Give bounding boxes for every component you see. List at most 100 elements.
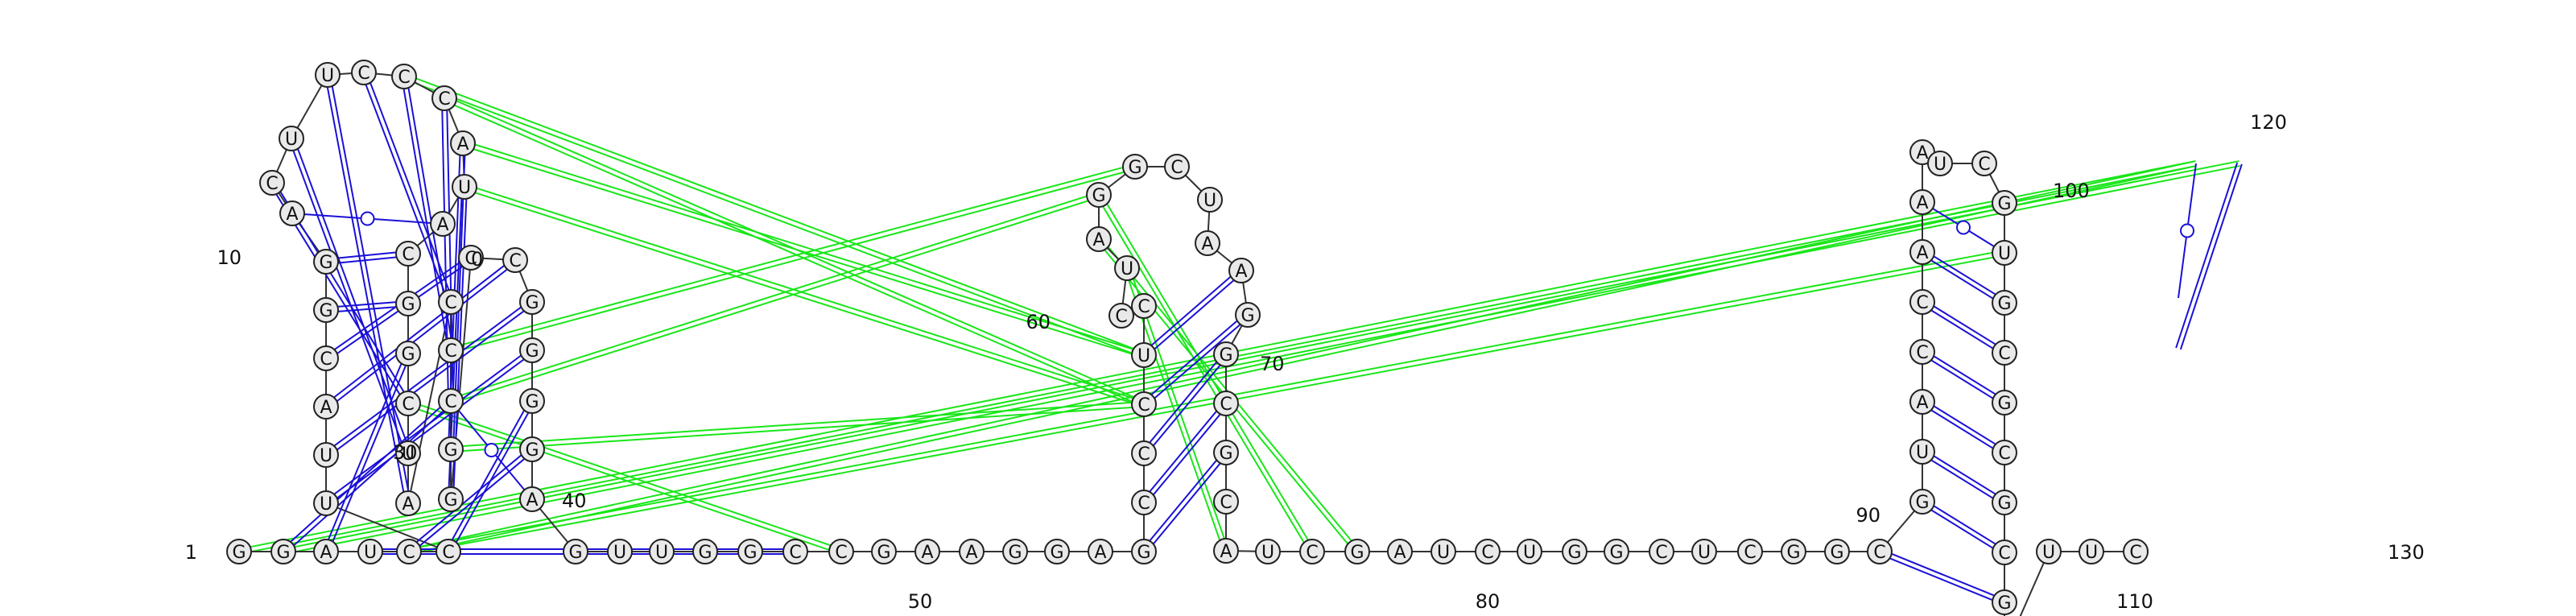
canonical-pair-line	[1141, 450, 1225, 551]
nucleotide-circle	[1781, 539, 1806, 564]
nucleotide: U	[1430, 539, 1456, 564]
nucleotide: C	[1992, 440, 2017, 465]
nucleotide: A	[1088, 539, 1113, 564]
nucleotide-circle	[1737, 539, 1763, 564]
canonical-pair-line	[1880, 548, 2006, 602]
position-number-label: 1	[185, 541, 197, 564]
nucleotide-circle	[1909, 339, 1935, 365]
canonical-pair-line	[407, 446, 531, 551]
nucleotide-circle	[452, 174, 477, 200]
nucleotide-letter: G	[444, 490, 457, 511]
position-number-label: 130	[2388, 541, 2425, 564]
tertiary-interaction-line	[402, 77, 1144, 358]
nucleotide: G	[563, 539, 588, 564]
nucleotide-letter: A	[1092, 230, 1104, 250]
nucleotide-circle	[563, 539, 588, 564]
nucleotide-letter: C	[442, 543, 454, 563]
nucleotide: U	[607, 539, 633, 564]
nucleotide-letter: C	[1873, 543, 1885, 563]
nucleotide: G	[395, 291, 421, 316]
nucleotide-letter: U	[1916, 443, 1929, 463]
nucleotide-circle	[871, 539, 897, 564]
nucleotide: G	[1992, 589, 2017, 615]
tertiary-interaction-line	[451, 196, 1100, 404]
nucleotide-circle	[1971, 151, 1997, 176]
nucleotide-circle	[1992, 589, 2017, 615]
nucleotide-letter: G	[877, 543, 890, 563]
nucleotide-letter: C	[509, 251, 521, 271]
nucleotide: U	[313, 442, 339, 468]
canonical-pair-line	[1923, 498, 2007, 552]
nucleotide-circle	[1649, 539, 1674, 564]
nucleotide-letter: C	[1916, 343, 1928, 363]
nucleotide-letter: G	[525, 440, 539, 461]
nucleotide: A	[1228, 258, 1254, 283]
nucleotide: G	[395, 341, 421, 366]
nucleotide-circle	[2079, 539, 2104, 564]
backbone-segment	[2019, 551, 2050, 616]
nucleotide-circle	[1824, 539, 1850, 564]
nucleotide-circle	[1992, 340, 2017, 366]
nucleotide-letter: C	[1137, 395, 1150, 415]
canonical-pair-line	[1920, 502, 2004, 556]
nucleotide-letter: A	[921, 543, 933, 563]
nucleotide: G	[1344, 539, 1370, 564]
nucleotide-circle	[1213, 391, 1239, 416]
nucleotide: G	[1604, 539, 1629, 564]
nucleotide: G	[270, 539, 296, 564]
canonical-pair-line	[1920, 253, 2004, 306]
tertiary-interaction-line	[449, 192, 1099, 400]
nucleotide-letter: G	[1997, 593, 2011, 614]
backbone-segment	[325, 502, 449, 552]
nucleotide: G	[1131, 539, 1157, 564]
nucleotide: C	[259, 170, 285, 196]
position-number-label: 40	[562, 490, 587, 512]
nucleotide-circle	[1992, 440, 2017, 465]
nucleotide-letter: G	[1915, 493, 1929, 513]
nucleotide-letter: G	[1219, 345, 1232, 366]
tertiary-interaction-line	[451, 405, 1145, 453]
nucleotide: C	[1867, 539, 1893, 564]
nucleotide-letter: G	[1128, 158, 1141, 178]
base-pair-layer	[269, 71, 2243, 606]
nucleotide: U	[1992, 240, 2017, 266]
nucleotide-letter: C	[1306, 543, 1318, 563]
nucleotide: U	[1691, 539, 1717, 564]
nucleotide-circle	[1122, 154, 1148, 180]
canonical-pair-line	[327, 303, 535, 458]
position-number-label: 100	[2053, 180, 2090, 202]
nucleotide-letter: G	[401, 295, 415, 315]
nucleotide-circle	[395, 291, 421, 316]
nucleotide-circle	[1475, 539, 1501, 564]
nucleotide: A	[959, 539, 985, 564]
canonical-pair-line	[323, 352, 407, 552]
nucleotide-letter: C	[1481, 543, 1493, 563]
nucleotide-circle	[226, 539, 252, 564]
wobble-pair-marker	[484, 443, 499, 457]
position-number-label: 90	[1856, 504, 1880, 527]
nucleotide: A	[1195, 230, 1220, 256]
nucleotide-circle	[1213, 489, 1239, 515]
nucleotide: G	[519, 388, 545, 414]
nucleotide-letter: A	[436, 215, 448, 235]
nucleotide-circle	[1044, 539, 1070, 564]
canonical-pair-line	[2179, 163, 2243, 350]
canonical-pair-line	[284, 402, 453, 554]
nucleotide-letter: C	[1137, 444, 1150, 465]
nucleotide: C	[351, 60, 377, 85]
nucleotide-letter: A	[286, 205, 298, 225]
nucleotide: C	[1299, 539, 1325, 564]
nucleotide-circle	[436, 539, 461, 564]
canonical-pair-line	[1145, 355, 1229, 456]
tertiary-interaction-line	[407, 404, 841, 555]
tertiary-interaction-line	[451, 167, 1137, 353]
wobble-pair-marker	[1956, 220, 1971, 235]
canonical-pair-line	[1145, 271, 1244, 358]
nucleotide: A	[1909, 389, 1935, 415]
canonical-pair-line	[1923, 399, 2007, 452]
nucleotide-letter: G	[1241, 306, 1254, 326]
nucleotide-circle	[1691, 539, 1717, 564]
nucleotide-letter: C	[402, 395, 414, 415]
nucleotide-circle	[1909, 189, 1935, 215]
tertiary-interaction-line	[1096, 196, 1311, 554]
